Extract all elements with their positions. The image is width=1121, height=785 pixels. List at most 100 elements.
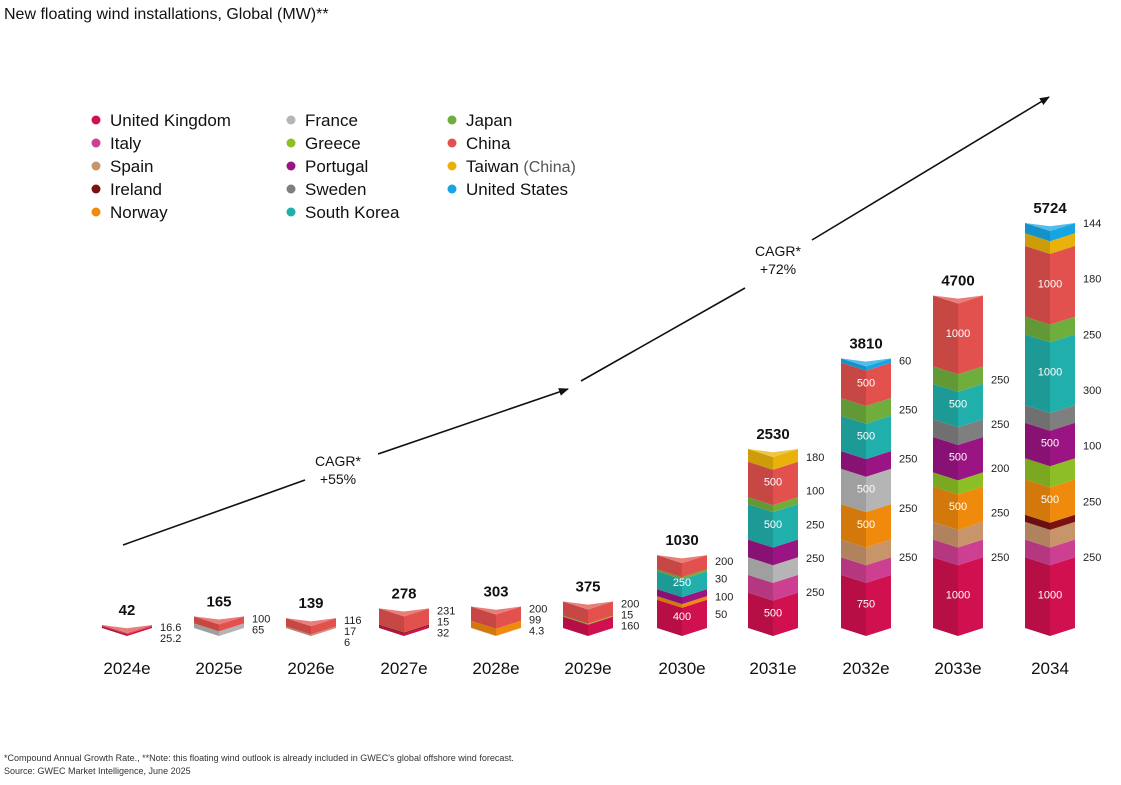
x-tick-2026e: 2026e (287, 659, 334, 678)
bar-2025e-segment-china-left (194, 616, 219, 632)
bar-2034-side-label-5: 250 (1083, 496, 1101, 508)
bar-2032e-segment-portugal-left (841, 451, 866, 477)
bar-2033e-inner-label-norway: 500 (949, 501, 967, 513)
bar-2034-segment-spain-left (1025, 521, 1050, 548)
bar-2034-inner-label-norway: 500 (1041, 494, 1059, 506)
bar-2024e-side-label-0: 16.6 (160, 622, 181, 634)
bar-total-2031e: 2530 (756, 426, 789, 443)
legend-swatch-taiwan (447, 161, 457, 171)
bar-2031e-side-label-1: 100 (806, 486, 824, 498)
bar-2033e-segment-spain-right (958, 521, 983, 548)
bar-2032e-segment-japan-left (841, 398, 866, 424)
bar-2027e-segment-china-left (379, 608, 404, 633)
cagr-value-2: +72% (760, 261, 796, 277)
legend-label-france: France (305, 111, 358, 130)
bar-2034-segment-portugal-right (1050, 422, 1075, 467)
bar-total-2028e: 303 (483, 584, 508, 601)
legend-swatch-china (447, 138, 457, 148)
bar-2034-side-label-6: 250 (1083, 552, 1101, 564)
bar-2034-segment-sweden-left (1025, 405, 1050, 431)
bar-2028e-segment-norway-left (471, 620, 496, 636)
bar-2024e-segment-china-left (102, 625, 127, 635)
bar-total-2025e: 165 (206, 593, 231, 610)
bar-2031e-inner-label-south-korea: 500 (764, 519, 782, 531)
legend-swatch-france (286, 115, 296, 125)
x-tick-2025e: 2025e (195, 659, 242, 678)
bar-2031e-inner-label-united-kingdom: 500 (764, 607, 782, 619)
bar-2034-segment-united-kingdom-left (1025, 557, 1050, 636)
cagr-label-2: CAGR* (755, 243, 801, 259)
bar-2026e-side-label-0: 116 (344, 615, 362, 627)
x-tick-2031e: 2031e (749, 659, 796, 678)
bar-2025e-segment-france-left (194, 623, 219, 636)
bar-2034-segment-united-states-right (1050, 223, 1075, 242)
bar-2031e-top-face (748, 448, 798, 457)
bar-2034-segment-south-korea-left (1025, 334, 1050, 414)
bar-2030e-inner-label-south-korea: 250 (673, 577, 691, 589)
bar-2026e-segment-italy-right (311, 627, 336, 636)
bar-2034-inner-label-south-korea: 1000 (1038, 367, 1062, 379)
bar-2034-side-label-0: 144 (1083, 218, 1101, 230)
bar-2034-segment-japan-right (1050, 316, 1075, 343)
bar-2034-segment-norway-left (1025, 479, 1050, 523)
bar-2031e-side-label-3: 250 (806, 553, 824, 565)
bar-2031e-segment-japan-left (748, 497, 773, 513)
legend-swatch-united-states (447, 184, 457, 194)
bar-2030e-segment-china-right (682, 555, 707, 578)
bar-2031e-segment-france-right (773, 557, 798, 583)
bar-2028e-top-face (471, 606, 521, 615)
legend-swatch-ireland (91, 184, 101, 194)
bar-2034-segment-south-korea-right (1050, 334, 1075, 414)
x-tick-2034: 2034 (1031, 659, 1069, 678)
cagr-value-1: +55% (320, 471, 356, 487)
bar-2033e-side-label-2: 200 (991, 463, 1009, 475)
bar-2030e-segment-japan-right (682, 569, 707, 580)
bar-2032e-top-face (841, 358, 891, 367)
bar-2032e-segment-norway-right (866, 504, 891, 548)
bar-2032e-segment-united-kingdom-left (841, 574, 866, 636)
bar-2030e-side-label-3: 50 (715, 609, 727, 621)
bar-2034-side-label-3: 300 (1083, 385, 1101, 397)
bar-2032e-side-label-0: 60 (899, 355, 911, 367)
bar-total-2027e: 278 (391, 585, 416, 602)
bar-2025e-side-label-1: 65 (252, 624, 264, 636)
bar-2029e-side-label-2: 160 (621, 620, 639, 632)
bar-2031e-side-label-0: 180 (806, 452, 824, 464)
bar-total-2032e: 3810 (849, 335, 882, 352)
legend-label-italy: Italy (110, 134, 142, 153)
bar-2027e-side-label-2: 32 (437, 627, 449, 639)
bar-2034-segment-ireland-left (1025, 514, 1050, 530)
bar-2025e-segment-china-right (219, 616, 244, 632)
bar-2025e-top-face (194, 616, 244, 625)
bar-2033e-side-label-0: 250 (991, 374, 1009, 386)
bar-2033e-segment-portugal-left (933, 436, 958, 481)
bar-2034-top-face (1025, 223, 1075, 231)
bar-2033e-segment-japan-left (933, 366, 958, 392)
x-tick-2030e: 2030e (658, 659, 705, 678)
bar-2033e-segment-portugal-right (958, 436, 983, 481)
bar-2033e-segment-greece-right (958, 472, 983, 495)
bar-2031e-segment-south-korea-left (748, 504, 773, 548)
bar-2031e-segment-south-korea-right (773, 504, 798, 548)
bar-2034-segment-greece-right (1050, 458, 1075, 488)
bar-2027e-top-face (379, 608, 429, 617)
bar-2033e-segment-sweden-right (958, 419, 983, 445)
legend-label-china: China (466, 134, 511, 153)
bar-2034-segment-portugal-left (1025, 422, 1050, 467)
bar-2026e-side-label-1: 17 (344, 626, 356, 638)
bar-2028e-side-label-0: 200 (529, 604, 547, 616)
bar-2026e-segment-spain-left (286, 626, 311, 636)
x-tick-2024e: 2024e (103, 659, 150, 678)
cagr-label-1: CAGR* (315, 453, 361, 469)
bar-2033e-segment-china-right (958, 295, 983, 375)
bar-2032e-segment-france-left (841, 468, 866, 513)
bar-2029e-segment-greece-left (563, 615, 588, 625)
bar-total-2033e: 4700 (941, 272, 974, 289)
bar-2034-segment-spain-right (1050, 521, 1075, 548)
bar-2032e-segment-south-korea-right (866, 415, 891, 460)
bar-2028e-side-label-2: 4.3 (529, 626, 544, 638)
bar-2034-segment-sweden-right (1050, 405, 1075, 431)
bar-2033e-segment-united-kingdom-right (958, 557, 983, 636)
bar-2025e-side-label-0: 100 (252, 613, 270, 625)
bar-2027e-segment-united-kingdom-right (404, 625, 429, 636)
